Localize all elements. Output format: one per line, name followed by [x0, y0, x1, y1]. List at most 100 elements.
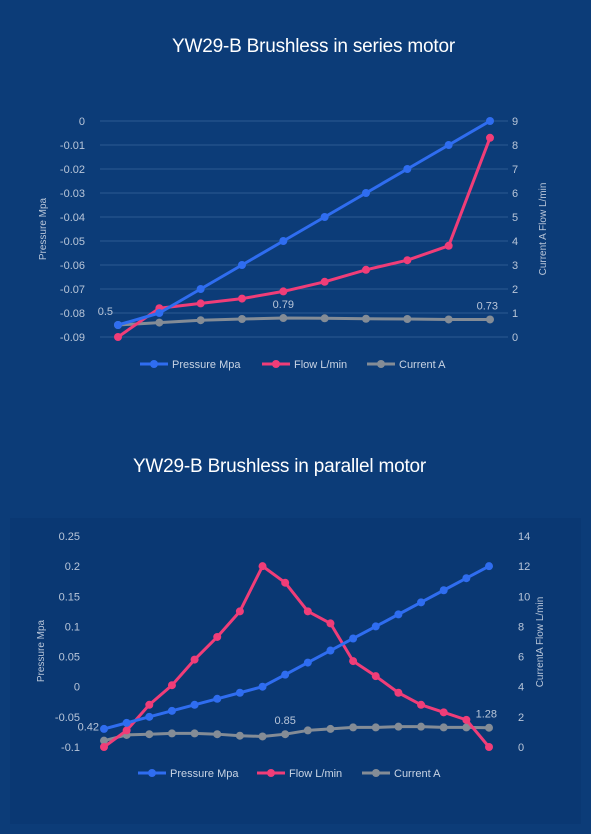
- chart2-current-point: [235, 731, 244, 740]
- chart2-right-tick-label: 10: [518, 591, 530, 603]
- chart2-left-tick-label: 0.1: [65, 621, 80, 633]
- chart1-current-point: [403, 315, 412, 323]
- chart1-flow-line: [116, 136, 492, 339]
- chart1-pressure-point: [320, 213, 329, 221]
- chart1-right-axis-label: Current A Flow L/min: [538, 183, 549, 276]
- chart2-flow-point: [417, 700, 426, 709]
- chart1-legend-label: Pressure Mpa: [172, 359, 241, 371]
- chart2-left-tick-label: 0: [74, 682, 80, 694]
- chart2-right-tick-label: 14: [518, 531, 530, 543]
- chart2-flow-point: [349, 657, 358, 666]
- chart1-data-label: 0.73: [477, 300, 498, 312]
- chart1-legend-label: Current A: [399, 359, 446, 371]
- chart2-flow-point: [303, 607, 312, 616]
- chart1-left-tick-label: -0.01: [60, 140, 85, 152]
- chart2-current-point: [145, 730, 154, 739]
- chart2-flow-line: [102, 564, 491, 749]
- chart2-legend-swatch-marker: [372, 769, 380, 777]
- chart1-pressure-point: [238, 261, 246, 269]
- chart1-right-tick-label: 8: [512, 140, 518, 152]
- chart2-pressure-point: [235, 688, 244, 697]
- chart1-right-tick-label: 3: [512, 260, 518, 272]
- chart2-current-point: [485, 723, 493, 732]
- chart1-pressure-point: [114, 321, 122, 329]
- chart2-flow-point: [190, 655, 199, 664]
- chart2-current-point: [213, 730, 222, 739]
- chart2-current-point: [439, 723, 448, 732]
- chart2-pressure-line: [102, 564, 491, 731]
- chart2-current-point: [462, 723, 471, 732]
- chart1-left-tick-label: -0.02: [60, 164, 85, 176]
- chart2-flow-point: [213, 632, 222, 641]
- chart2-pressure-point: [462, 574, 471, 583]
- chart2-flow-point: [235, 607, 244, 616]
- chart2-right-tick-label: 8: [518, 621, 524, 633]
- chart1-flow-point: [320, 277, 329, 286]
- chart2-flow-point: [485, 743, 493, 751]
- chart2-pressure-point: [258, 682, 267, 691]
- chart2-flow-point: [145, 700, 154, 709]
- chart2-pressure-point: [281, 670, 290, 679]
- chart2-current-point: [349, 723, 358, 732]
- chart1-current-line: [116, 316, 492, 327]
- chart2-pressure-point: [145, 712, 154, 721]
- chart1-current-point: [196, 316, 205, 325]
- chart2-left-tick-label: 0.2: [65, 561, 80, 573]
- chart2-left-tick-label: -0.05: [55, 712, 80, 724]
- chart2-current-point: [394, 722, 403, 731]
- parallel-chart-title: YW29-B Brushless in parallel motor: [132, 456, 427, 477]
- chart2-data-label: 1.28: [476, 709, 497, 721]
- chart2-left-tick-label: 0.05: [59, 652, 80, 664]
- chart2-pressure-point: [190, 700, 199, 709]
- chart1-legend-swatch-marker: [272, 360, 280, 368]
- chart2-current-point: [100, 736, 108, 745]
- chart2-left-tick-label: -0.1: [61, 742, 80, 754]
- chart1-current-point: [320, 314, 329, 323]
- chart1-right-tick-label: 6: [512, 188, 518, 200]
- chart2-flow-point: [167, 681, 176, 690]
- chart1-pressure-point: [362, 189, 370, 197]
- chart1-flow-point: [403, 256, 412, 265]
- chart1-pressure-point: [196, 285, 205, 293]
- chart1-right-tick-label: 5: [512, 212, 518, 224]
- chart1-current-point: [486, 315, 494, 324]
- chart1-pressure-point: [403, 165, 412, 173]
- chart1-current-point: [155, 318, 164, 327]
- chart1-flow-point: [279, 287, 288, 296]
- chart1-pressure-point: [279, 237, 288, 245]
- chart2-pressure-point: [303, 658, 312, 667]
- chart1-legend-label: Flow L/min: [294, 359, 347, 371]
- chart2-flow-point: [258, 562, 267, 571]
- chart1-left-tick-label: -0.06: [60, 260, 85, 272]
- chart1-left-tick-label: 0: [79, 116, 85, 128]
- chart2-right-tick-label: 12: [518, 561, 530, 573]
- chart2-pressure-point: [213, 694, 222, 703]
- chart1-right-tick-label: 9: [512, 116, 518, 128]
- chart2-right-tick-label: 2: [518, 712, 524, 724]
- chart2-left-tick-label: 0.25: [59, 531, 80, 543]
- chart2-flow-point: [462, 715, 471, 724]
- chart1-legend-swatch-marker: [377, 360, 385, 368]
- chart2-current-point: [190, 729, 199, 738]
- chart2-current-point: [167, 729, 176, 738]
- chart1-right-tick-label: 4: [512, 236, 518, 248]
- chart1-current-point: [238, 315, 246, 323]
- chart2-pressure-point: [167, 706, 176, 715]
- chart2-legend-label: Flow L/min: [289, 768, 342, 780]
- chart1-current-point: [279, 314, 288, 323]
- chart1-flow-point: [238, 294, 246, 303]
- chart2-current-point: [417, 722, 426, 731]
- chart1-flow-point: [114, 333, 122, 341]
- chart1-pressure-line: [116, 119, 492, 327]
- chart2-right-tick-label: 0: [518, 742, 524, 754]
- chart1-left-tick-label: -0.04: [60, 212, 85, 224]
- chart2-current-point: [326, 724, 335, 733]
- series-chart-title: YW29-B Brushless in series motor: [172, 36, 455, 57]
- chart1-pressure-point: [486, 117, 494, 125]
- chart2-flow-point: [122, 726, 131, 735]
- chart2-data-label: 0.85: [274, 715, 295, 727]
- chart1-data-label: 0.5: [98, 306, 113, 318]
- chart2-legend-label: Pressure Mpa: [170, 768, 239, 780]
- chart2-flow-point: [281, 578, 290, 587]
